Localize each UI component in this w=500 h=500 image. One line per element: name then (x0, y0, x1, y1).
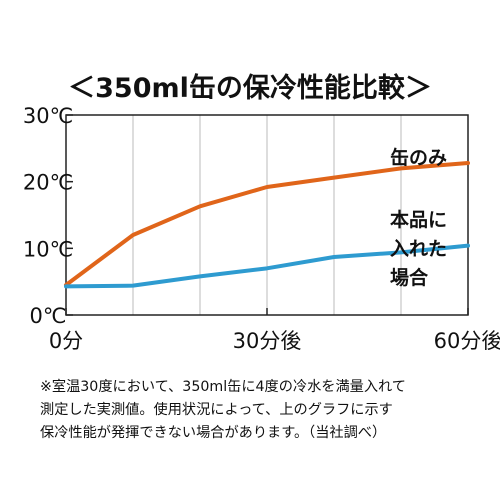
legend-product-line-2: 入れた (390, 238, 447, 260)
series-line-2 (64, 243, 470, 289)
y-tick-label: 30℃ (23, 104, 73, 128)
y-tick-label: 0℃ (30, 304, 67, 328)
x-tick-label: 0分 (49, 329, 83, 353)
legend: 缶のみ 本品に 入れた 場合 (390, 146, 447, 289)
x-tick-label: 60分後 (434, 329, 500, 353)
footnote-line-3: 保冷性能が発揮できない場合があります。（当社調べ） (40, 425, 387, 441)
series-line-1 (64, 161, 470, 287)
legend-product-line-1: 本品に (390, 208, 447, 231)
y-tick-label: 20℃ (23, 171, 73, 195)
footnote-line-1: ※室温30度において、350ml缶に4度の冷水を満量入れて (40, 379, 406, 395)
axis-ticks: 0℃ 10℃ 20℃ 30℃ 0分 30分後 60分後 (23, 104, 500, 353)
legend-can-only: 缶のみ (390, 146, 447, 169)
legend-product-line-3: 場合 (390, 266, 429, 289)
chart-title: ＜350ml缶の保冷性能比較＞ (68, 72, 432, 104)
y-tick-label: 10℃ (23, 237, 73, 261)
footnote: ※室温30度において、350ml缶に4度の冷水を満量入れて 測定した実測値。使用… (40, 376, 490, 445)
footnote-line-2: 測定した実測値。使用状況によって、上のグラフに示す (40, 402, 393, 418)
series-lines (64, 161, 470, 289)
x-tick-label: 30分後 (233, 329, 302, 353)
